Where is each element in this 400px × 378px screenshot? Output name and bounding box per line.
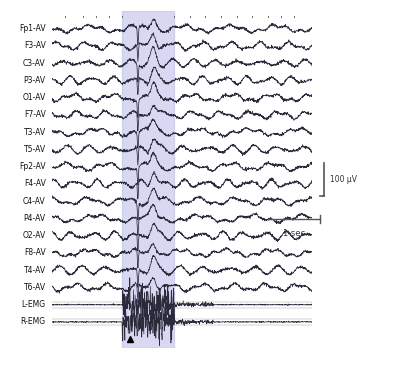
Text: 100 μV: 100 μV xyxy=(330,175,357,184)
Text: L-EMG: L-EMG xyxy=(22,300,46,309)
Text: T5-AV: T5-AV xyxy=(24,145,46,154)
Bar xyxy=(122,11,174,348)
Text: T4-AV: T4-AV xyxy=(24,266,46,275)
Text: F7-AV: F7-AV xyxy=(24,110,46,119)
Text: O1-AV: O1-AV xyxy=(22,93,46,102)
Text: P3-AV: P3-AV xyxy=(24,76,46,85)
Text: R-EMG: R-EMG xyxy=(21,318,46,326)
Text: Fp1-AV: Fp1-AV xyxy=(19,24,46,33)
Text: F3-AV: F3-AV xyxy=(24,41,46,50)
Text: P4-AV: P4-AV xyxy=(24,214,46,223)
Text: F8-AV: F8-AV xyxy=(24,248,46,257)
Text: T3-AV: T3-AV xyxy=(24,128,46,136)
Text: C3-AV: C3-AV xyxy=(23,59,46,68)
Text: O2-AV: O2-AV xyxy=(22,231,46,240)
Text: C4-AV: C4-AV xyxy=(23,197,46,206)
Text: F4-AV: F4-AV xyxy=(24,180,46,188)
Text: Fp2-AV: Fp2-AV xyxy=(19,162,46,171)
Text: T6-AV: T6-AV xyxy=(24,283,46,292)
Text: 1 sec: 1 sec xyxy=(283,228,305,237)
